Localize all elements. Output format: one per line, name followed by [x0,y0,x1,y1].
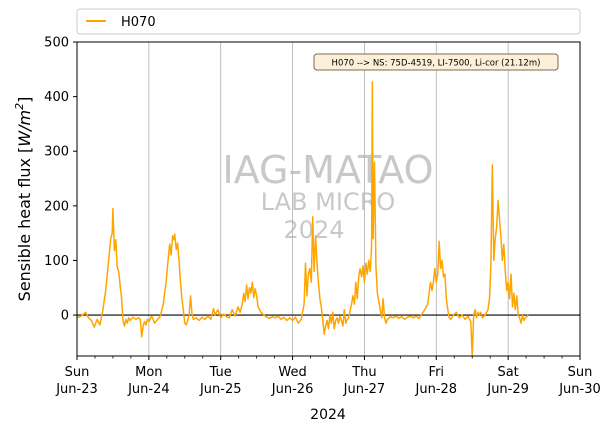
series-line-h070 [76,81,529,357]
x-tick-day-label: Tue [209,365,232,380]
x-tick-date-label: Jun-29 [486,382,529,397]
y-tick-label: 100 [44,254,69,269]
annotation: H070 --> NS: 75D-4519, LI-7500, Li-cor (… [313,53,559,71]
x-tick-date-label: Jun-27 [343,382,386,397]
legend-frame [76,8,581,35]
y-axis-label-unit-exponent: 2 [13,103,26,110]
y-tick-label: 0 [61,309,69,324]
x-tick-date-label: Jun-28 [415,382,458,397]
x-tick-day-label: Sun [65,365,90,380]
annotation-text: H070 --> NS: 75D-4519, LI-7500, Li-cor (… [332,59,541,69]
gridlines [148,42,509,356]
y-tick-label: 300 [44,145,69,160]
x-tick-day-label: Wed [278,365,306,380]
x-axis-ticks: Sun Jun-23 Mon Jun-24 Tue Jun-25 Wed Jun-26 Thu J… [55,356,601,397]
y-tick-label: 400 [44,90,69,105]
x-axis-label: 2024 [310,407,346,423]
x-tick-day-label: Fri [429,365,445,380]
x-tick-date-label: Jun-30 [558,382,601,397]
x-tick-day-label: Thu [351,365,376,380]
x-tick-day-label: Sun [568,365,593,380]
annotation-box [313,53,559,71]
y-axis-label-suffix: ] [15,97,34,103]
y-tick-label: 200 [44,199,69,214]
y-axis-label: Sensible heat flux [W/m2] [13,97,34,302]
x-tick-day-label: Sat [497,365,518,380]
y-axis-label-prefix: Sensible heat flux [ [15,147,34,302]
y-axis-ticks: 0 100 200 300 400 500 [44,36,77,324]
x-tick-date-label: Jun-25 [199,382,242,397]
x-tick-date-label: Jun-24 [127,382,170,397]
x-tick-day-label: Mon [135,365,162,380]
legend-label-h070: H070 [121,15,156,30]
plot-area [77,42,580,356]
series-layer [76,81,529,357]
y-tick-label: 500 [44,36,69,51]
y-axis-label-unit: W/m [15,110,34,147]
watermark-title: IAG-MATAO [222,148,433,192]
legend: H070 [76,8,581,35]
x-tick-date-label: Jun-23 [55,382,98,397]
x-tick-date-label: Jun-26 [271,382,314,397]
